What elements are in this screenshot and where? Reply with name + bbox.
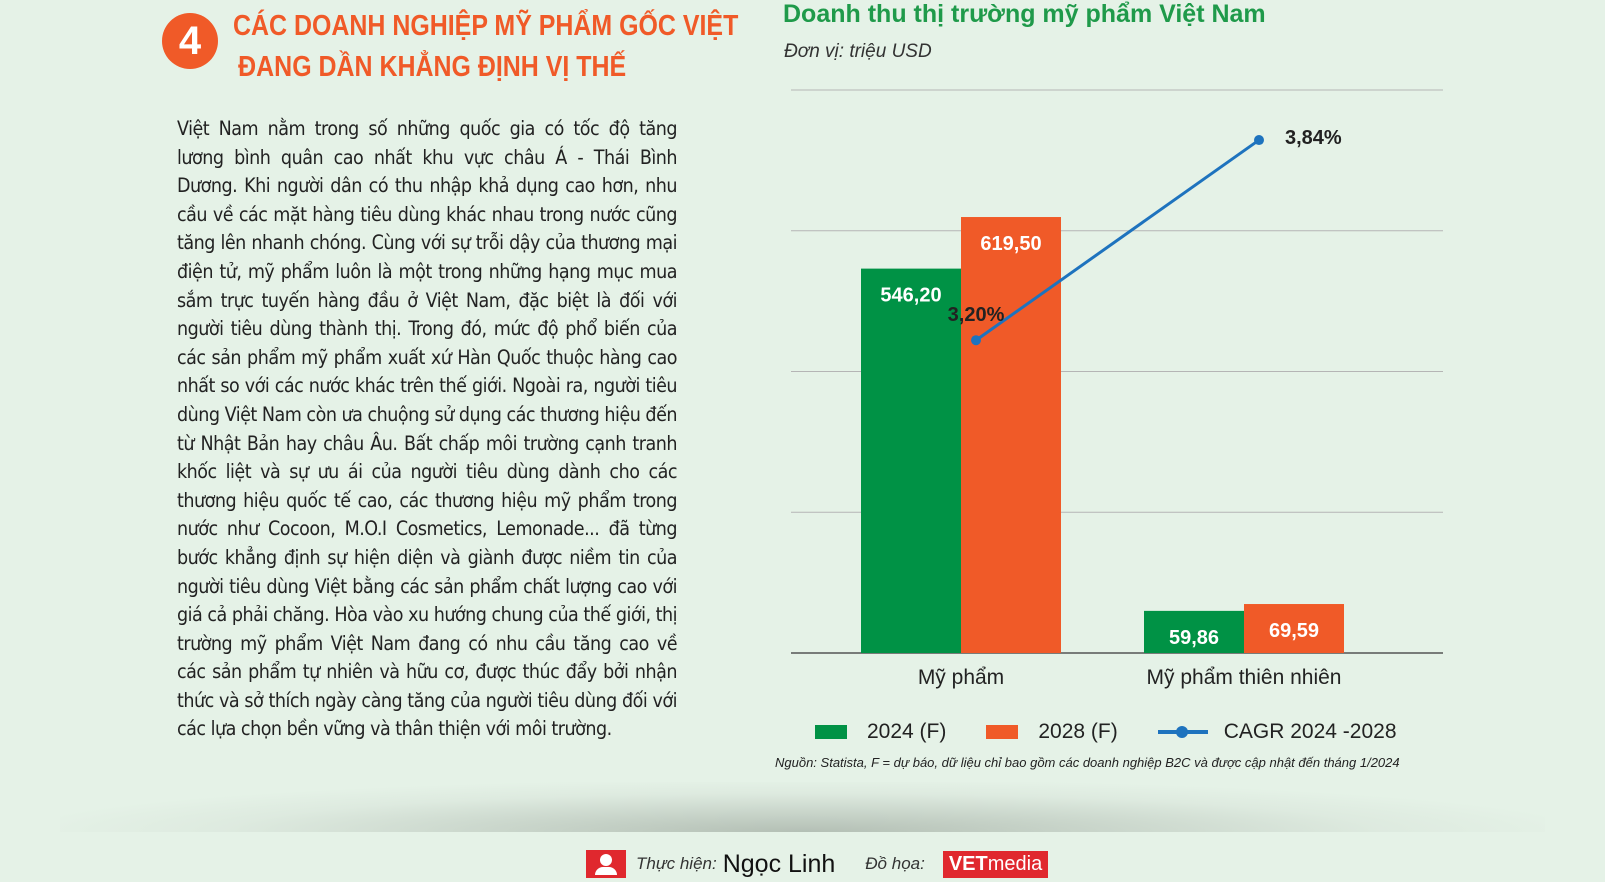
chart-unit-label: Đơn vị: triệu USD xyxy=(784,41,932,62)
legend-item-2028: 2028 (F) xyxy=(986,720,1118,744)
bar xyxy=(861,268,961,653)
design-label: Đồ họa: xyxy=(865,854,925,873)
legend-item-cagr: CAGR 2024 -2028 xyxy=(1157,720,1397,744)
brand-logo-bold: VET xyxy=(948,852,988,875)
legend-item-2024: 2024 (F) xyxy=(815,720,946,744)
legend-swatch-2024 xyxy=(815,725,847,739)
chart-legend: 2024 (F) 2028 (F) CAGR 2024 -2028 xyxy=(815,718,1437,746)
cagr-value-label: 3,20% xyxy=(948,304,1005,326)
category-tick-label: Mỹ phẩm xyxy=(918,666,1004,689)
bar xyxy=(1144,610,1244,653)
cagr-point xyxy=(971,335,981,346)
footer-band xyxy=(0,832,1605,882)
footer-credits: Thực hiện: Ngọc Linh Đồ họa: VETmedia xyxy=(586,848,1049,880)
brand-logo-rest: media xyxy=(987,852,1043,875)
bar-value-label: 619,50 xyxy=(980,233,1041,255)
legend-swatch-cagr xyxy=(1157,725,1208,739)
cagr-line xyxy=(975,138,1260,342)
section-title: CÁC DOANH NGHIỆP MỸ PHẨM GỐC VIỆT ĐANG D… xyxy=(233,6,739,88)
bar-value-label: 59,86 xyxy=(1169,627,1219,649)
section-title-line1: CÁC DOANH NGHIỆP MỸ PHẨM GỐC VIỆT xyxy=(233,10,739,42)
author-label: Thực hiện: xyxy=(636,854,717,873)
chart-title: Doanh thu thị trường mỹ phẩm Việt Nam xyxy=(783,0,1266,28)
bar xyxy=(1244,604,1344,653)
author-icon xyxy=(586,850,626,878)
bar-value-label: 69,59 xyxy=(1269,620,1319,642)
category-tick-label: Mỹ phẩm thiên nhiên xyxy=(1147,666,1342,689)
chart-source-note: Nguồn: Statista, F = dự báo, dữ liệu chỉ… xyxy=(775,755,1400,770)
article-paragraph: Việt Nam nằm trong số những quốc gia có … xyxy=(177,117,678,741)
legend-label-cagr: CAGR 2024 -2028 xyxy=(1223,720,1397,743)
section-title-line2: ĐANG DẦN KHẲNG ĐỊNH VỊ THẾ xyxy=(238,51,627,83)
bar-value-label: 546,20 xyxy=(880,285,941,307)
footer-divider-shadow xyxy=(60,782,1545,832)
section-number-badge: 4 xyxy=(162,13,218,69)
legend-swatch-2028 xyxy=(986,725,1019,739)
cagr-point xyxy=(1254,135,1264,146)
legend-label-2028: 2028 (F) xyxy=(1038,720,1118,743)
legend-label-2024: 2024 (F) xyxy=(867,720,947,743)
bar xyxy=(961,217,1061,654)
author-name: Ngọc Linh xyxy=(722,849,836,878)
cagr-value-label: 3,84% xyxy=(1285,127,1342,149)
brand-logo: VETmedia xyxy=(942,850,1049,878)
